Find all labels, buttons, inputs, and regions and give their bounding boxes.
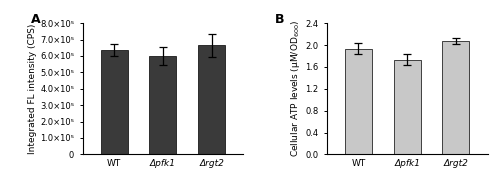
Y-axis label: Integrated FL intensity (CPS): Integrated FL intensity (CPS): [28, 24, 38, 154]
Bar: [101, 50, 128, 154]
Text: B: B: [276, 13, 285, 26]
Bar: [150, 56, 176, 154]
Bar: [442, 41, 469, 154]
Bar: [198, 45, 225, 154]
Text: A: A: [31, 13, 40, 26]
Y-axis label: Cellular ATP levels (μM/OD$_{600}$): Cellular ATP levels (μM/OD$_{600}$): [290, 20, 302, 157]
Bar: [394, 60, 420, 154]
Bar: [345, 49, 372, 154]
